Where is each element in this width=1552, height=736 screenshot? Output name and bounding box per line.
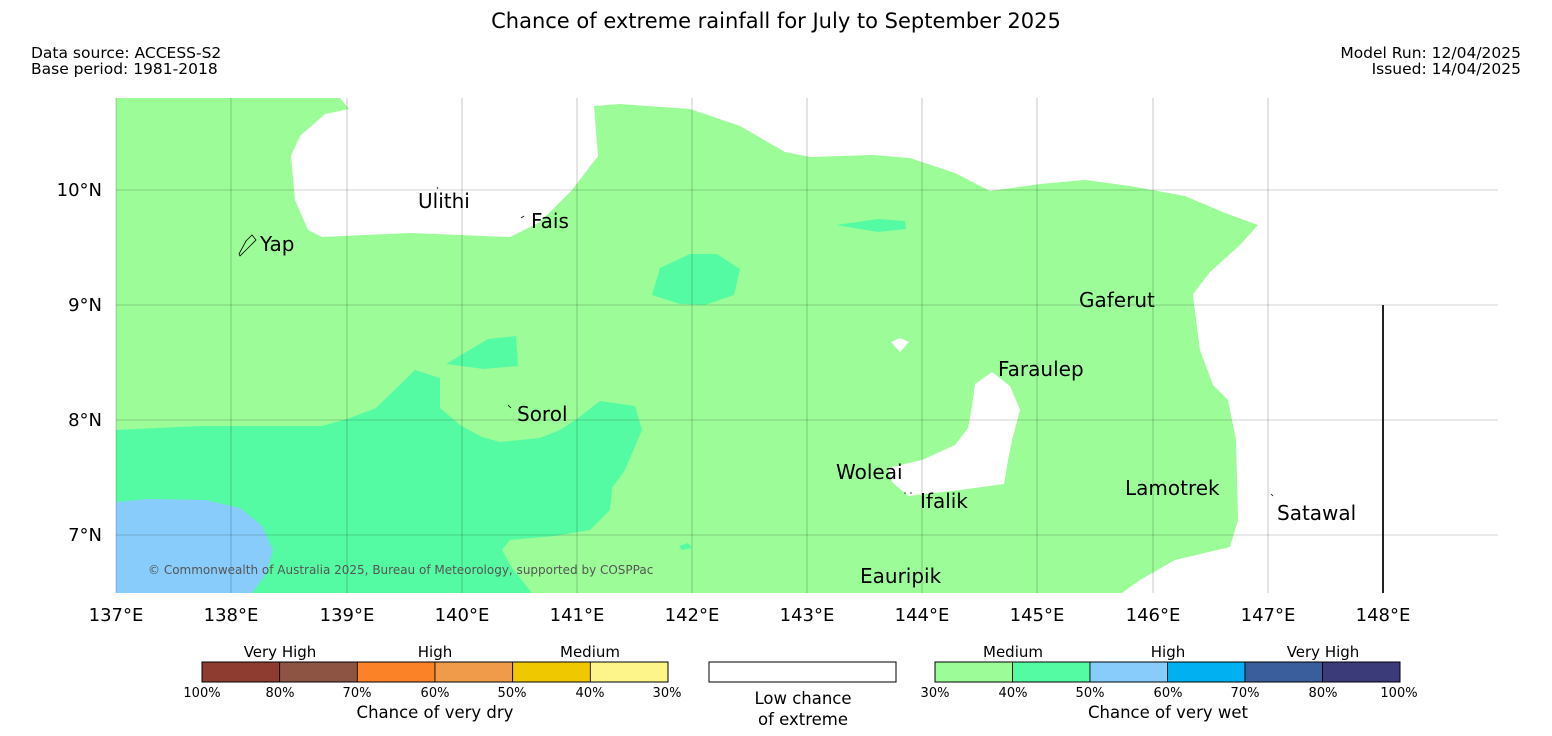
x-tick-label: 147°E [1241, 605, 1296, 626]
issued-text: Issued: 14/04/2025 [1371, 60, 1521, 78]
legend-dry-tick: 100% [183, 686, 220, 701]
y-tick-label: 10°N [57, 180, 102, 201]
x-tick-label: 145°E [1010, 605, 1065, 626]
y-tick-label: 8°N [68, 410, 102, 431]
base-period-text: Base period: 1981-2018 [31, 60, 218, 78]
legend-low-chance: Low chance of extreme [708, 661, 897, 729]
legend-wet-title: Chance of very wet [1088, 703, 1249, 722]
place-label-sorol: Sorol [517, 402, 568, 426]
place-labels: Yap Ulithi Fais Gaferut Faraulep Sorol W… [259, 189, 1356, 588]
place-label-ifalik: Ifalik [920, 489, 968, 513]
copyright-credit: © Commonwealth of Australia 2025, Bureau… [148, 563, 653, 577]
x-tick-label: 142°E [665, 605, 720, 626]
legend-wet: Medium High Very High 30% 40% 50% 60% 70… [921, 643, 1418, 722]
legend-wet-category: Very High [1287, 643, 1360, 661]
legend-dry-swatch [512, 661, 591, 683]
y-tick-labels: 10°N 9°N 8°N 7°N [57, 180, 102, 546]
legend-wet-tick: 60% [1154, 686, 1183, 701]
x-tick-label: 148°E [1356, 605, 1411, 626]
island-outlines [238, 186, 1274, 497]
data-source-text: Data source: ACCESS-S2 [31, 44, 222, 62]
place-label-faraulep: Faraulep [998, 357, 1084, 381]
legend-dry-swatch [434, 661, 514, 683]
legend-wet-swatch [1089, 661, 1168, 683]
place-label-gaferut: Gaferut [1079, 288, 1155, 312]
place-label-fais: Fais [531, 209, 569, 233]
legend-wet-swatch [1012, 661, 1091, 683]
legend-wet-tick: 50% [1076, 686, 1105, 701]
legend-wet-category: Medium [983, 643, 1043, 661]
wet-50-60-region [116, 499, 273, 593]
model-run-text: Model Run: 12/04/2025 [1340, 44, 1521, 62]
legend-wet-tick: 30% [921, 686, 950, 701]
meta-left: Data source: ACCESS-S2 Base period: 1981… [31, 45, 221, 77]
x-tick-label: 140°E [435, 605, 490, 626]
y-tick-label: 7°N [68, 525, 102, 546]
legend-dry-category: Medium [560, 643, 620, 661]
legend-wet-tick: 40% [999, 686, 1028, 701]
low-chance-spot [891, 338, 909, 352]
x-tick-label: 138°E [204, 605, 259, 626]
x-tick-label: 137°E [89, 605, 144, 626]
legend-dry-swatch [279, 661, 358, 683]
x-tick-label: 139°E [320, 605, 375, 626]
x-tick-label: 141°E [550, 605, 605, 626]
legend-dry-swatch [201, 661, 281, 683]
place-label-woleai: Woleai [836, 460, 903, 484]
place-label-eauripik: Eauripik [860, 564, 942, 588]
low-chance-woleai [888, 372, 1020, 496]
chart-title: Chance of extreme rainfall for July to S… [491, 9, 1061, 33]
legend-wet-swatch [934, 661, 1013, 683]
legend-wet-tick: 100% [1380, 686, 1417, 701]
legend-wet-swatch [1167, 661, 1246, 683]
legend-dry-swatches [201, 661, 669, 683]
legend-dry-tick: 70% [343, 686, 372, 701]
legend-dry-category: Very High [244, 643, 317, 661]
legend-low-line1: Low chance [754, 689, 851, 708]
legend-wet-frame [934, 661, 1401, 683]
legend-wet-tick: 70% [1231, 686, 1260, 701]
legend-dry-swatch [589, 661, 669, 683]
legend-dry-tick: 80% [266, 686, 295, 701]
place-label-lamotrek: Lamotrek [1125, 476, 1220, 500]
gridlines [116, 98, 1498, 593]
legend-dry-ticks: 100% 80% 70% 60% 50% 40% 30% [183, 686, 681, 701]
y-tick-label: 9°N [68, 295, 102, 316]
wet-40-50-blob-b [446, 336, 518, 369]
place-label-ulithi: Ulithi [418, 189, 470, 213]
x-tick-label: 144°E [895, 605, 950, 626]
legend-wet-tick: 80% [1309, 686, 1338, 701]
legend-wet-swatches [934, 661, 1401, 683]
legend-dry-frame [201, 661, 669, 683]
legend-dry-tick: 40% [576, 686, 605, 701]
meta-right: Model Run: 12/04/2025 Issued: 14/04/2025 [1340, 45, 1521, 77]
legend-wet-ticks: 30% 40% 50% 60% 70% 80% 100% [921, 686, 1418, 701]
wet-40-50-blob-a [652, 254, 740, 305]
x-tick-label: 143°E [780, 605, 835, 626]
legend-low-swatch [708, 661, 897, 683]
legend-dry-swatch [356, 661, 436, 683]
x-tick-labels: 137°E 138°E 139°E 140°E 141°E 142°E 143°… [89, 605, 1411, 626]
place-label-satawal: Satawal [1277, 501, 1356, 525]
legend-wet-categories: Medium High Very High [983, 643, 1359, 661]
legend-dry-category: High [418, 643, 452, 661]
wet-40-50-blob-c [836, 219, 906, 232]
legend-wet-swatch [1322, 661, 1401, 683]
legend-wet-swatch [1244, 661, 1323, 683]
legend-dry-tick: 60% [421, 686, 450, 701]
legend-dry-categories: Very High High Medium [244, 643, 620, 661]
legend-dry-title: Chance of very dry [357, 703, 514, 722]
wet-40-50-blob-d [679, 543, 692, 550]
x-tick-label: 146°E [1126, 605, 1181, 626]
legend-wet-category: High [1151, 643, 1185, 661]
legend-dry: Very High High Medium 100% 80% 70% 60% 5… [183, 643, 681, 722]
legend-dry-tick: 30% [653, 686, 682, 701]
place-label-yap: Yap [259, 232, 294, 256]
legend-dry-tick: 50% [498, 686, 527, 701]
legend-low-line2: of extreme [758, 710, 848, 729]
probability-field [116, 98, 1498, 593]
